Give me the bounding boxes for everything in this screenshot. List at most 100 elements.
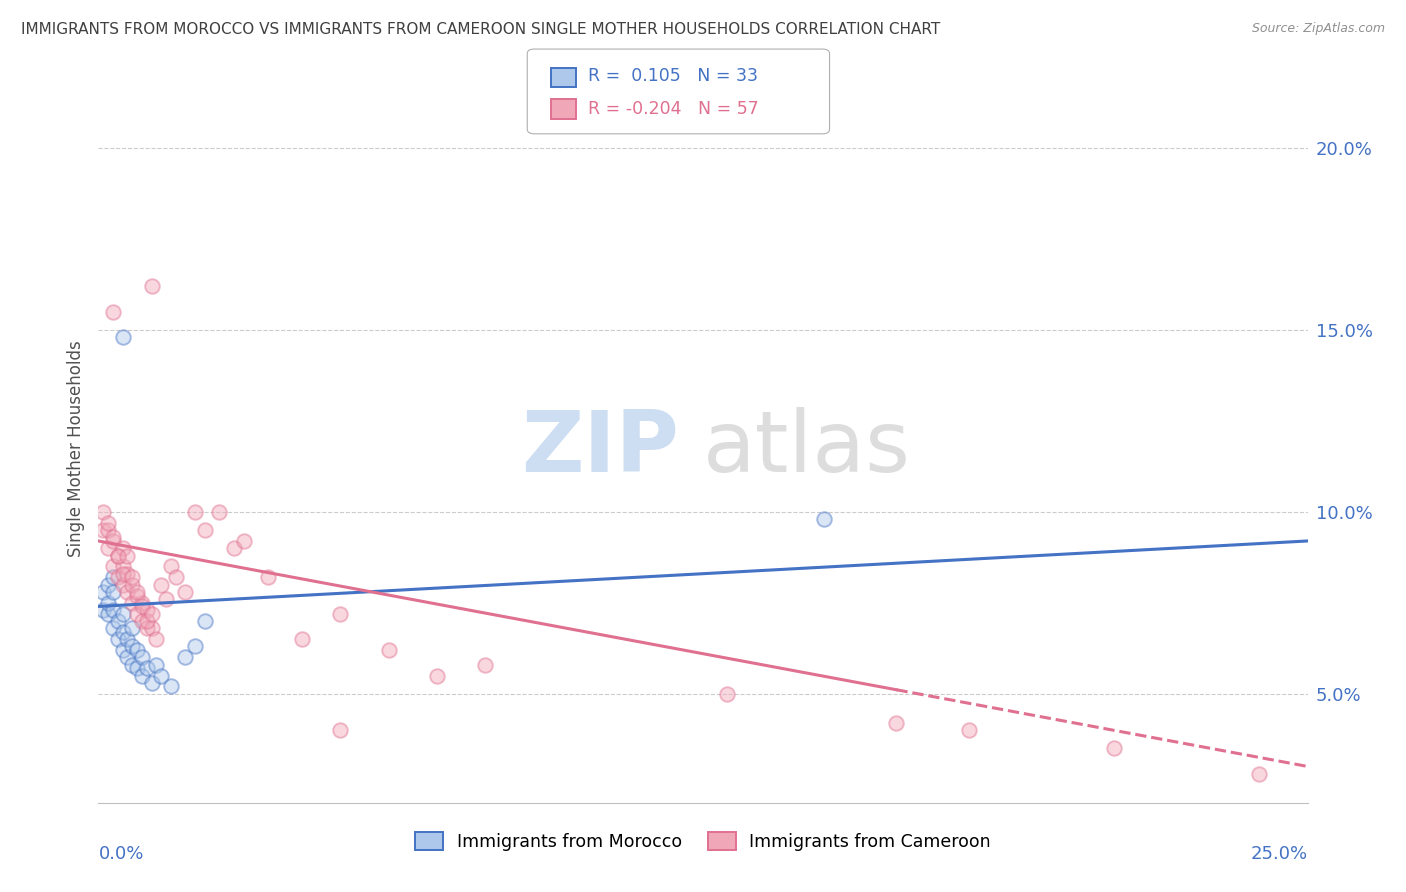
Point	[101, 559, 124, 574]
Point	[121, 657, 143, 672]
Point	[131, 596, 153, 610]
Point	[111, 643, 134, 657]
Point	[141, 607, 163, 621]
Point	[111, 607, 134, 621]
Point	[121, 570, 143, 584]
Point	[117, 549, 139, 563]
Text: R = -0.204   N = 57: R = -0.204 N = 57	[588, 100, 758, 118]
Point	[97, 523, 120, 537]
Point	[329, 607, 352, 621]
Point	[165, 570, 187, 584]
Point	[121, 640, 143, 654]
Point	[160, 559, 183, 574]
Point	[101, 603, 124, 617]
Point	[111, 541, 134, 556]
Point	[377, 643, 399, 657]
Point	[127, 661, 149, 675]
Point	[121, 621, 143, 635]
Point	[111, 624, 134, 639]
Point	[101, 305, 124, 319]
Text: R =  0.105   N = 33: R = 0.105 N = 33	[588, 67, 758, 85]
Text: 25.0%: 25.0%	[1250, 846, 1308, 863]
Point	[127, 585, 149, 599]
Legend: Immigrants from Morocco, Immigrants from Cameroon: Immigrants from Morocco, Immigrants from…	[408, 825, 998, 858]
Point	[97, 607, 120, 621]
Point	[131, 599, 153, 614]
Point	[290, 632, 312, 647]
Point	[135, 621, 157, 635]
Point	[101, 585, 124, 599]
Point	[160, 680, 183, 694]
Point	[145, 657, 167, 672]
Point	[174, 585, 197, 599]
Point	[97, 577, 120, 591]
Point	[256, 570, 278, 584]
Point	[91, 603, 114, 617]
Point	[135, 614, 157, 628]
Point	[150, 668, 173, 682]
Point	[886, 715, 908, 730]
Point	[174, 650, 197, 665]
Text: ZIP: ZIP	[522, 407, 679, 490]
Point	[1102, 741, 1125, 756]
Point	[135, 661, 157, 675]
Point	[184, 640, 207, 654]
Point	[957, 723, 980, 737]
Point	[141, 279, 163, 293]
Y-axis label: Single Mother Households: Single Mother Households	[66, 340, 84, 557]
Point	[111, 559, 134, 574]
Point	[145, 632, 167, 647]
Point	[426, 668, 449, 682]
Point	[91, 523, 114, 537]
Text: atlas: atlas	[703, 407, 911, 490]
Point	[232, 533, 254, 548]
Point	[194, 614, 217, 628]
Point	[117, 650, 139, 665]
Point	[111, 577, 134, 591]
Point	[141, 621, 163, 635]
Point	[121, 577, 143, 591]
Point	[101, 530, 124, 544]
Point	[208, 505, 231, 519]
Point	[127, 607, 149, 621]
Point	[141, 675, 163, 690]
Point	[194, 523, 217, 537]
Point	[101, 570, 124, 584]
Point	[97, 516, 120, 530]
Point	[117, 632, 139, 647]
Point	[111, 330, 134, 344]
Point	[127, 643, 149, 657]
Point	[135, 603, 157, 617]
Text: IMMIGRANTS FROM MOROCCO VS IMMIGRANTS FROM CAMEROON SINGLE MOTHER HOUSEHOLDS COR: IMMIGRANTS FROM MOROCCO VS IMMIGRANTS FR…	[21, 22, 941, 37]
Point	[101, 621, 124, 635]
Point	[121, 596, 143, 610]
Point	[131, 614, 153, 628]
Point	[131, 668, 153, 682]
Text: 0.0%: 0.0%	[98, 846, 143, 863]
Point	[131, 650, 153, 665]
Point	[222, 541, 245, 556]
Text: Source: ZipAtlas.com: Source: ZipAtlas.com	[1251, 22, 1385, 36]
Point	[107, 632, 129, 647]
Point	[813, 512, 835, 526]
Point	[97, 596, 120, 610]
Point	[155, 592, 177, 607]
Point	[127, 589, 149, 603]
Point	[329, 723, 352, 737]
Point	[97, 541, 120, 556]
Point	[91, 585, 114, 599]
Point	[117, 585, 139, 599]
Point	[101, 533, 124, 548]
Point	[107, 549, 129, 563]
Point	[91, 505, 114, 519]
Point	[1249, 766, 1271, 780]
Point	[150, 577, 173, 591]
Point	[111, 566, 134, 581]
Point	[107, 570, 129, 584]
Point	[117, 566, 139, 581]
Point	[184, 505, 207, 519]
Point	[107, 549, 129, 563]
Point	[716, 687, 738, 701]
Point	[107, 614, 129, 628]
Point	[474, 657, 496, 672]
